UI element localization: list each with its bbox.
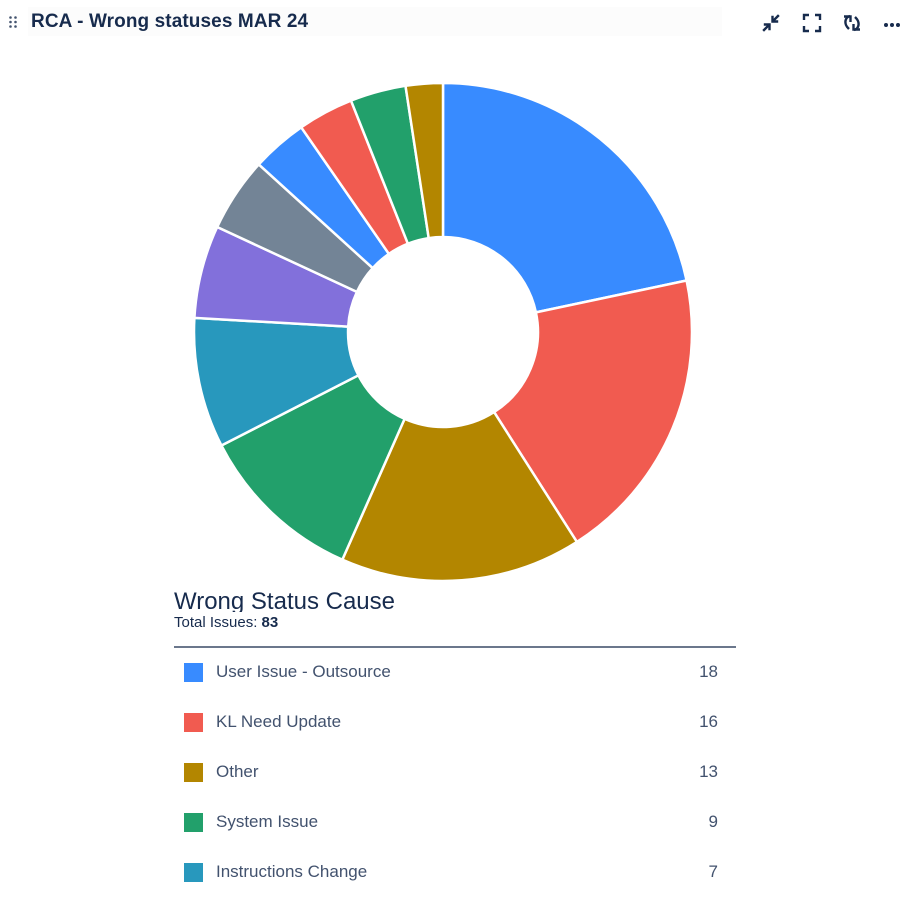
- refresh-icon: [841, 12, 863, 34]
- more-actions-button[interactable]: [879, 10, 905, 36]
- total-issues-label: Total Issues:: [174, 614, 262, 631]
- fullscreen-icon: [801, 12, 823, 34]
- legend-label: System Issue: [216, 812, 319, 831]
- legend-value: 9: [708, 812, 718, 831]
- gadget-title: RCA - Wrong statuses MAR 24: [31, 11, 309, 32]
- slice-system-issue[interactable]: [220, 374, 406, 561]
- refresh-button[interactable]: [839, 10, 865, 36]
- legend-title: Wrong Status Cause: [174, 588, 396, 612]
- fullscreen-button[interactable]: [799, 10, 825, 36]
- legend-swatch: [184, 713, 203, 732]
- legend-item[interactable]: Other 13: [174, 748, 736, 798]
- legend-swatch: [184, 813, 203, 832]
- title-band: [28, 7, 722, 36]
- legend-item[interactable]: Instructions Change 7: [174, 848, 736, 898]
- legend-item[interactable]: System Issue 9: [174, 798, 736, 848]
- legend-label: User Issue - Outsource: [216, 662, 391, 681]
- legend-value: 13: [699, 762, 718, 781]
- legend-swatch: [184, 863, 203, 882]
- drag-handle-icon[interactable]: [9, 16, 17, 28]
- legend-label: Instructions Change: [216, 862, 368, 881]
- legend-divider: [174, 646, 736, 648]
- legend-swatch: [184, 763, 203, 782]
- more-icon: [882, 13, 902, 33]
- slice-11[interactable]: [404, 81, 445, 240]
- legend-label: Other: [216, 762, 259, 781]
- legend-label: KL Need Update: [216, 712, 342, 731]
- slice-kl-need-update[interactable]: [492, 279, 694, 544]
- legend-item[interactable]: KL Need Update 16: [174, 698, 736, 748]
- slice-other[interactable]: [341, 410, 579, 583]
- legend-value: 7: [708, 862, 718, 881]
- slice-user-issue-outsource[interactable]: [441, 81, 688, 314]
- total-issues-value: 83: [261, 614, 279, 631]
- chart-legend: Wrong Status Cause Total Issues: 83 User…: [174, 588, 736, 898]
- gadget-header: RCA - Wrong statuses MAR 24: [0, 0, 907, 46]
- legend-list: User Issue - Outsource 18 KL Need Update…: [174, 648, 736, 898]
- total-issues: Total Issues: 83: [174, 614, 736, 632]
- legend-item[interactable]: User Issue - Outsource 18: [174, 648, 736, 698]
- minimize-icon: [760, 12, 782, 34]
- donut-chart: [192, 81, 694, 583]
- legend-value: 18: [699, 662, 718, 681]
- minimize-button[interactable]: [758, 10, 784, 36]
- legend-value: 16: [699, 712, 718, 731]
- legend-swatch: [184, 663, 203, 682]
